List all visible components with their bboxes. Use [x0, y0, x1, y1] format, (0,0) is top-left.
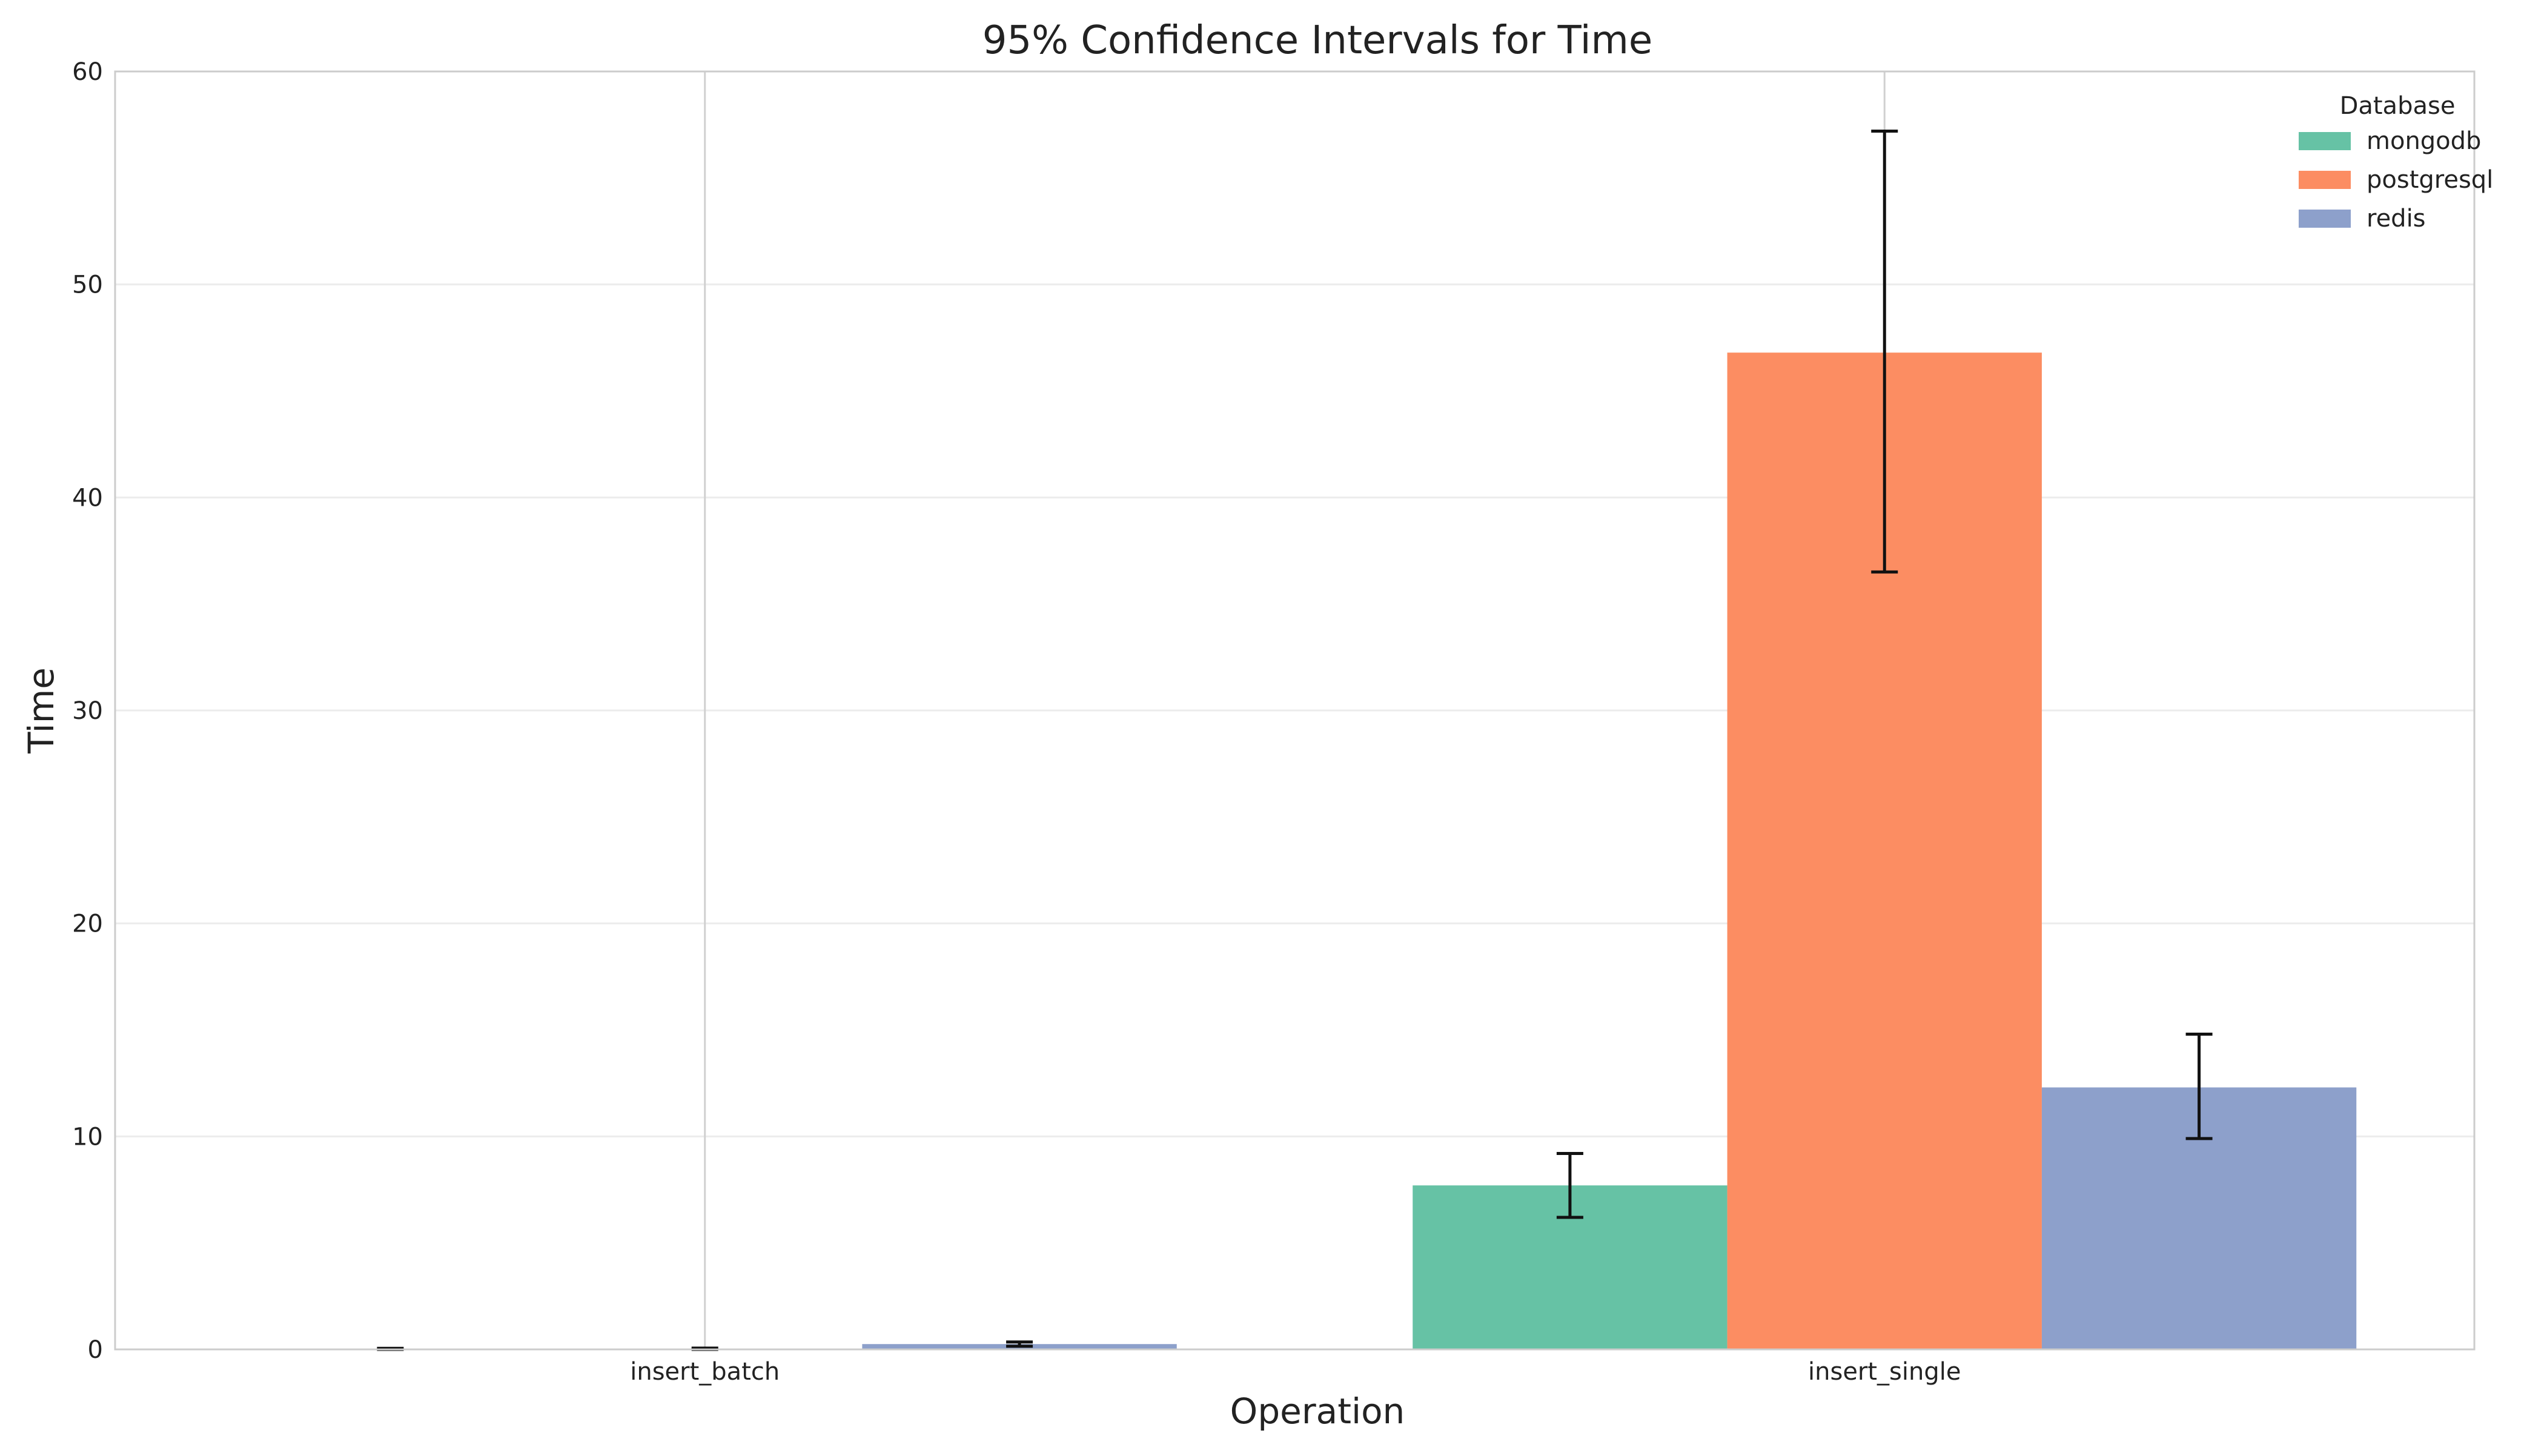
y-tick-label: 50	[72, 271, 103, 299]
legend-swatch-redis	[2299, 210, 2351, 228]
legend-label-redis: redis	[2367, 205, 2426, 233]
y-tick-label: 40	[72, 484, 103, 512]
chart-title: 95% Confidence Intervals for Time	[982, 18, 1653, 63]
y-tick-label: 20	[72, 910, 103, 938]
legend-title: Database	[2340, 92, 2456, 120]
x-tick-label: insert_batch	[630, 1358, 780, 1386]
x-axis-label: Operation	[1230, 1391, 1405, 1432]
y-axis-label: Time	[21, 667, 62, 754]
x-tick-label: insert_single	[1808, 1358, 1961, 1386]
legend-label-postgresql: postgresql	[2367, 166, 2493, 194]
legend-swatch-mongodb	[2299, 132, 2351, 150]
legend-label-mongodb: mongodb	[2367, 127, 2481, 155]
legend-swatch-postgresql	[2299, 171, 2351, 189]
x-tick-labels: insert_batch insert_single	[630, 1358, 1961, 1386]
y-tick-label: 60	[72, 58, 103, 86]
y-tick-label: 10	[72, 1123, 103, 1151]
y-tick-label: 0	[88, 1336, 103, 1364]
y-tick-label: 30	[72, 697, 103, 725]
bars-layer	[233, 352, 2357, 1350]
y-tick-labels: 0 10 20 30 40 50 60	[72, 58, 103, 1364]
legend: Database mongodb postgresql redis	[2299, 92, 2493, 233]
plot-frame	[114, 70, 2476, 1351]
